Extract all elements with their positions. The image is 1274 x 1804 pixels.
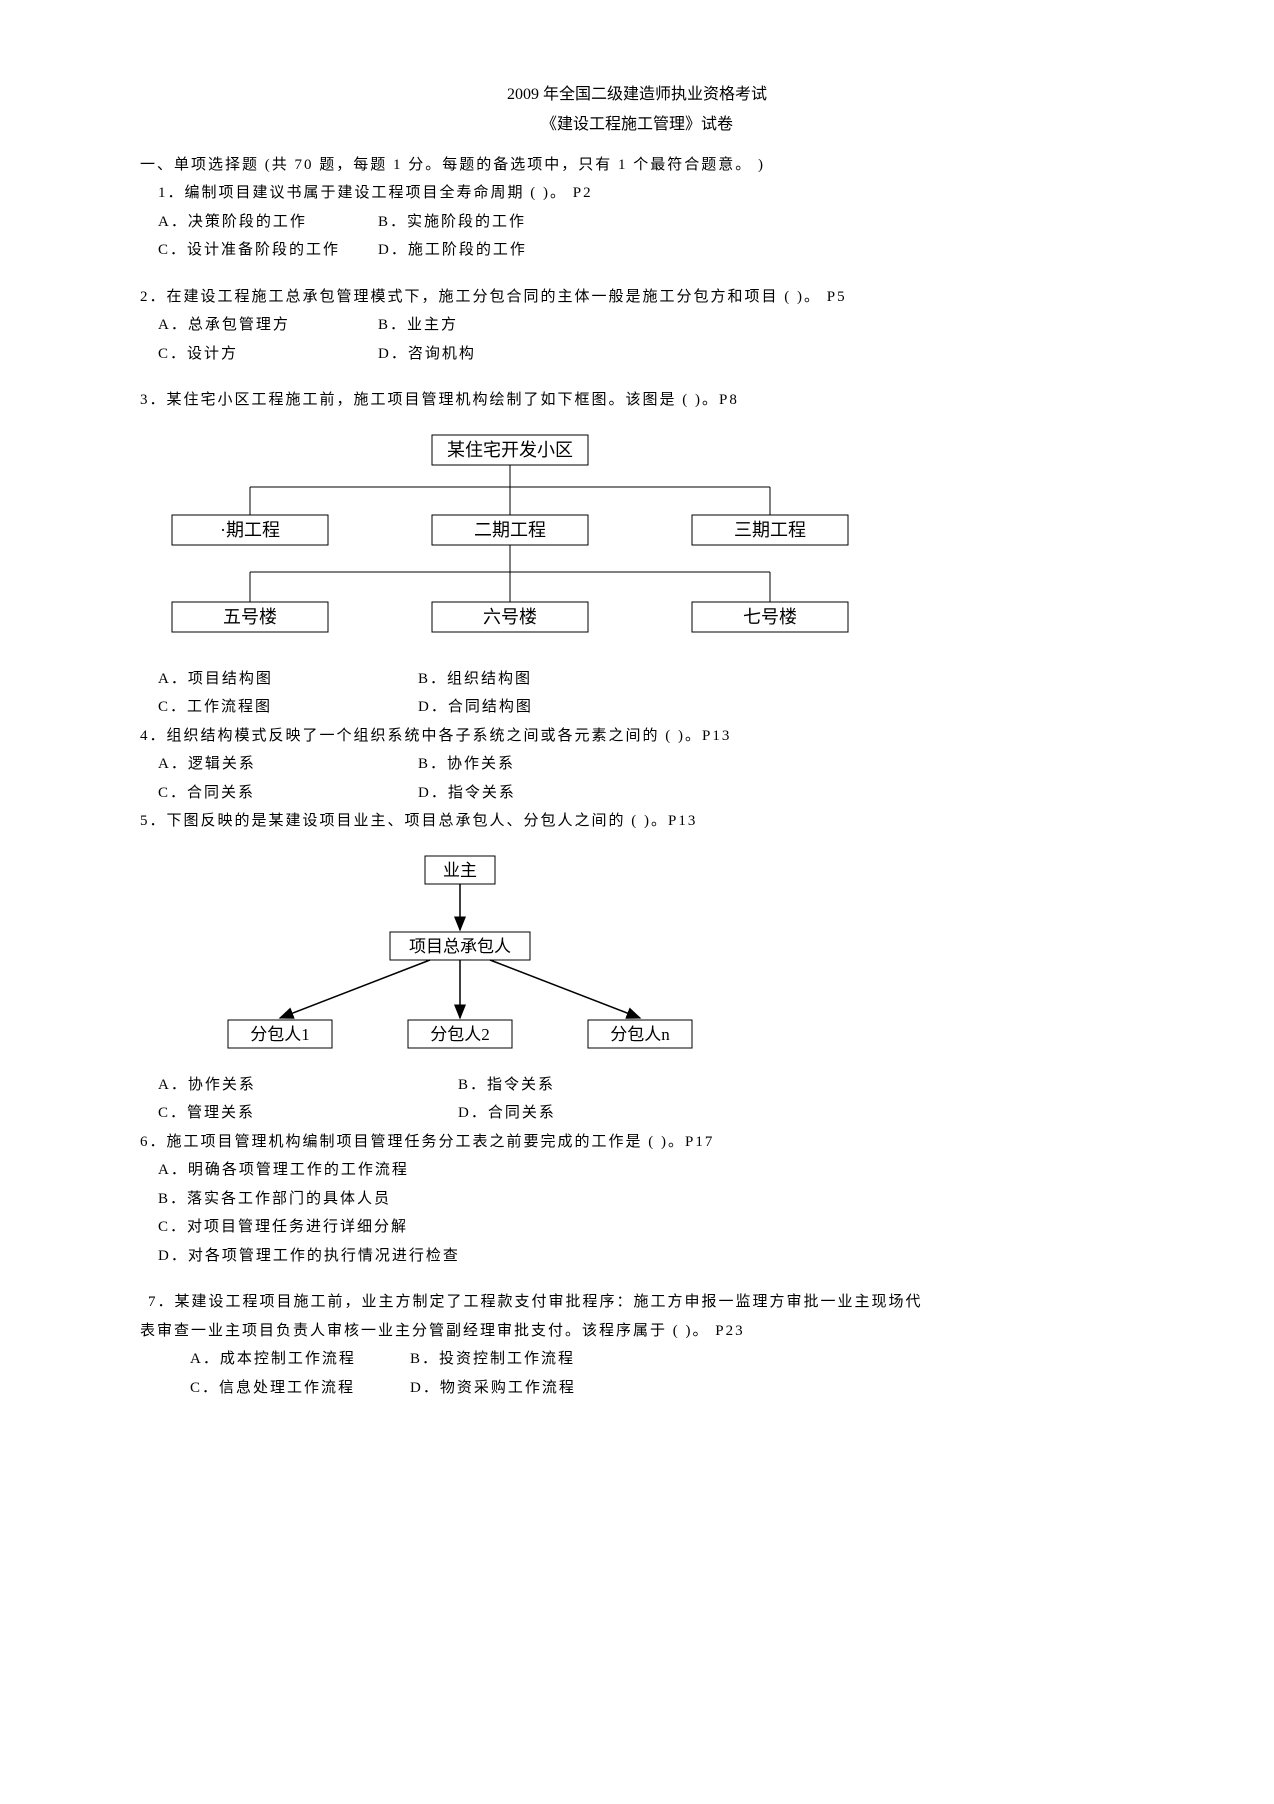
q5-opt-d: D．合同关系: [458, 1099, 556, 1128]
q7-stem-l1: 7．某建设工程项目施工前，业主方制定了工程款支付审批程序：施工方申报一监理方审批…: [148, 1288, 1134, 1317]
q4-opt-a: A．逻辑关系: [158, 750, 418, 779]
q7-row-cd: C．信息处理工作流程 D．物资采购工作流程: [190, 1374, 1134, 1403]
q2-opt-b: B．业主方: [378, 311, 458, 340]
q5-row-cd: C．管理关系 D．合同关系: [158, 1099, 1134, 1128]
q2-opt-c: C．设计方: [158, 340, 378, 369]
q3-row-ab: A．项目结构图 B．组织结构图: [158, 665, 1134, 694]
q6-opt-b: B．落实各工作部门的具体人员: [158, 1185, 1134, 1214]
d5-mid: 项目总承包人: [409, 937, 511, 956]
q2-row-cd: C．设计方 D．咨询机构: [158, 340, 1134, 369]
q3-opt-c: C．工作流程图: [158, 693, 418, 722]
q3-diagram: 某住宅开发小区 ·期工程 二期工程 三期工程 五号楼: [140, 427, 1134, 657]
q5-stem: 5．下图反映的是某建设项目业主、项目总承包人、分包人之间的 ( )。P13: [140, 807, 1134, 836]
d5-root: 业主: [443, 861, 477, 880]
q2-opt-d: D．咨询机构: [378, 340, 476, 369]
q1-opt-d: D．施工阶段的工作: [378, 236, 527, 265]
q2-stem: 2．在建设工程施工总承包管理模式下，施工分包合同的主体一般是施工分包方和项目 (…: [140, 283, 1134, 312]
q6-opt-c: C．对项目管理任务进行详细分解: [158, 1213, 1134, 1242]
q7-opt-a: A．成本控制工作流程: [190, 1345, 410, 1374]
q5-opt-b: B．指令关系: [458, 1071, 555, 1100]
q2-row-ab: A．总承包管理方 B．业主方: [158, 311, 1134, 340]
q4-row-ab: A．逻辑关系 B．协作关系: [158, 750, 1134, 779]
q4-opt-d: D．指令关系: [418, 779, 516, 808]
q4-stem: 4．组织结构模式反映了一个组织系统中各子系统之间或各元素之间的 ( )。P13: [140, 722, 1134, 751]
q1-opt-c: C．设计准备阶段的工作: [158, 236, 378, 265]
q3-row-cd: C．工作流程图 D．合同结构图: [158, 693, 1134, 722]
exam-subtitle: 《建设工程施工管理》试卷: [140, 110, 1134, 140]
q5-row-ab: A．协作关系 B．指令关系: [158, 1071, 1134, 1100]
q6-opt-d: D．对各项管理工作的执行情况进行检查: [158, 1242, 1134, 1271]
q7-opt-b: B．投资控制工作流程: [410, 1345, 575, 1374]
d3-root: 某住宅开发小区: [447, 440, 573, 460]
q7-stem-l2: 表审查一业主项目负责人审核一业主分管副经理审批支付。该程序属于 ( )。 P23: [140, 1317, 1134, 1346]
q6-opt-a: A．明确各项管理工作的工作流程: [158, 1156, 1134, 1185]
d3-l2-0: ·期工程: [220, 520, 280, 540]
q3-opt-b: B．组织结构图: [418, 665, 532, 694]
q4-opt-b: B．协作关系: [418, 750, 515, 779]
q7-opt-d: D．物资采购工作流程: [410, 1374, 576, 1403]
q7-row-ab: A．成本控制工作流程 B．投资控制工作流程: [190, 1345, 1134, 1374]
q4-opt-c: C．合同关系: [158, 779, 418, 808]
d3-l3-2: 七号楼: [743, 607, 797, 627]
d3-l3-0: 五号楼: [223, 607, 277, 627]
section-header: 一、单项选择题 (共 70 题，每题 1 分。每题的备选项中，只有 1 个最符合…: [140, 151, 1134, 180]
q1-row-cd: C．设计准备阶段的工作 D．施工阶段的工作: [158, 236, 1134, 265]
q3-stem: 3．某住宅小区工程施工前，施工项目管理机构绘制了如下框图。该图是 ( )。P8: [140, 386, 1134, 415]
q1-stem: 1．编制项目建议书属于建设工程项目全寿命周期 ( )。 P2: [158, 179, 1134, 208]
q3-opt-d: D．合同结构图: [418, 693, 533, 722]
q4-row-cd: C．合同关系 D．指令关系: [158, 779, 1134, 808]
q2-opt-a: A．总承包管理方: [158, 311, 378, 340]
exam-page: 2009 年全国二级建造师执业资格考试 《建设工程施工管理》试卷 一、单项选择题…: [0, 0, 1274, 1462]
d3-l2-2: 三期工程: [734, 520, 806, 540]
exam-title: 2009 年全国二级建造师执业资格考试: [140, 80, 1134, 110]
d5-leaf-1: 分包人2: [430, 1025, 490, 1044]
q1-opt-a: A．决策阶段的工作: [158, 208, 378, 237]
q1-row-ab: A．决策阶段的工作 B．实施阶段的工作: [158, 208, 1134, 237]
q7-opt-c: C．信息处理工作流程: [190, 1374, 410, 1403]
q1-opt-b: B．实施阶段的工作: [378, 208, 526, 237]
q3-opt-a: A．项目结构图: [158, 665, 418, 694]
d5-leaf-0: 分包人1: [250, 1025, 310, 1044]
d3-l2-1: 二期工程: [474, 520, 546, 540]
q5-opt-a: A．协作关系: [158, 1071, 458, 1100]
d5-leaf-2: 分包人n: [610, 1025, 670, 1044]
q5-opt-c: C．管理关系: [158, 1099, 458, 1128]
q6-stem: 6．施工项目管理机构编制项目管理任务分工表之前要完成的工作是 ( )。P17: [140, 1128, 1134, 1157]
q5-diagram: 业主 项目总承包人 分包人1 分包人2 分包人n: [200, 848, 1134, 1063]
d3-l3-1: 六号楼: [483, 607, 537, 627]
